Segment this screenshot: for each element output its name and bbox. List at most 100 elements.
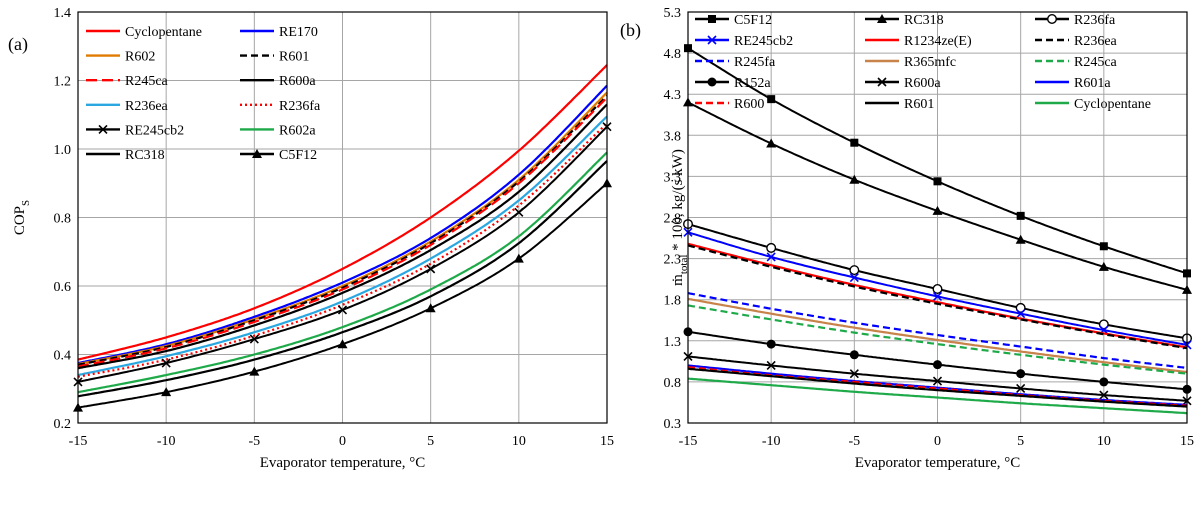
- y-tick-label: 4.3: [664, 88, 682, 103]
- legend-label-r601: R601: [904, 97, 934, 112]
- series-line-r236ea: [77, 115, 608, 377]
- legend-entry-re170: RE170: [240, 25, 318, 40]
- series-line-r245fa: [687, 292, 1188, 369]
- data-point-c5f12: [337, 339, 348, 349]
- data-point-rc318: [1015, 234, 1026, 244]
- legend-entry-r602: R602: [86, 50, 155, 65]
- legend-label-r236ea: R236ea: [125, 99, 169, 114]
- series-line-r601a: [687, 364, 1187, 406]
- y-tick-label: 1.0: [54, 143, 72, 158]
- series-re245cb2: [73, 122, 612, 387]
- legend-entry-r601a: R601a: [1035, 76, 1111, 91]
- legend-label-r152a: R152a: [734, 76, 771, 91]
- legend-entry-r601: R601: [865, 97, 934, 112]
- y-tick-label: 1.8: [664, 294, 682, 309]
- series-line-cyclopentane: [687, 377, 1187, 415]
- legend: Cyclopentane RE170 R602 R601 R245ca R600a R236…: [86, 25, 321, 163]
- legend-label-cyclopentane: Cyclopentane: [1074, 97, 1151, 112]
- x-axis-label: Evaporator temperature, °C: [260, 455, 426, 471]
- y-axis-label-main: ṁ: [670, 274, 686, 286]
- x-tick-label: 15: [1180, 434, 1194, 449]
- series-r602a: [77, 151, 608, 394]
- series-rc318: [77, 160, 608, 398]
- legend-marker-r600a: [877, 77, 887, 87]
- legend-label-c5f12: C5F12: [734, 13, 772, 28]
- series-cyclopentane: [687, 377, 1187, 415]
- legend-entry-r602a: R602a: [240, 123, 316, 138]
- legend-entry-c5f12: C5F12: [240, 148, 317, 163]
- y-axis-label-rest: * 100, kg/(s kW): [670, 149, 686, 254]
- series-r601a: [687, 364, 1187, 406]
- legend-entry-r236fa: R236fa: [240, 99, 321, 114]
- y-tick-label: 0.3: [664, 417, 682, 432]
- x-tick-label: 0: [934, 434, 941, 449]
- series-r601: [77, 95, 608, 366]
- x-tick-label: 5: [427, 434, 434, 449]
- panel-b: -15 -10 -5 0 5 10 15 0.3 0.8 1.3 1.8 2.3 2.8 3.3 3.8 4.…: [620, 6, 1194, 471]
- legend-entry-r600a: R600a: [865, 76, 941, 91]
- legend-label-r600a: R600a: [279, 74, 316, 89]
- series-re170: [77, 84, 608, 365]
- data-point-c5f12: [933, 177, 942, 186]
- legend-marker-re245cb2: [98, 124, 108, 134]
- legend-entry-r600: R600: [695, 97, 764, 112]
- y-tick-label: 0.4: [54, 349, 72, 364]
- series-line-re170: [77, 84, 608, 365]
- y-tick-label: 3.8: [664, 129, 682, 144]
- data-point-r152a: [933, 360, 942, 370]
- data-point-r236fa: [932, 284, 943, 295]
- y-tick-label: 0.8: [54, 212, 72, 227]
- data-point-re245cb2: [1016, 309, 1026, 319]
- series-r236ea: [77, 115, 608, 377]
- data-point-re245cb2: [249, 334, 259, 344]
- legend-marker-c5f12: [708, 15, 716, 23]
- data-point-r236fa: [1098, 319, 1109, 330]
- y-axis-label-main: COP: [12, 206, 28, 235]
- legend-label-re170: RE170: [279, 25, 318, 40]
- legend-entry-r152a: R152a: [695, 76, 771, 91]
- data-point-r600a: [849, 369, 859, 379]
- series-line-r1234ze-e: [687, 242, 1188, 349]
- panel-label: (b): [620, 20, 641, 41]
- legend-label-r236ea: R236ea: [1074, 34, 1118, 49]
- legend-entry-cyclopentane: Cyclopentane: [1035, 97, 1151, 112]
- legend-marker-r152a: [707, 77, 717, 87]
- legend-label-r245ca: R245ca: [1074, 55, 1118, 70]
- series-line-r365mfc: [687, 297, 1188, 374]
- series-line-r602a: [77, 151, 608, 394]
- legend-entry-r1234ze-e: R1234ze(E): [865, 34, 972, 49]
- series-r601: [687, 367, 1188, 408]
- series-line-r601: [77, 95, 608, 366]
- x-tick-label: -15: [679, 434, 698, 449]
- data-point-c5f12: [1016, 211, 1025, 220]
- y-tick-label: 4.8: [664, 47, 682, 62]
- legend-label-r602a: R602a: [279, 123, 316, 138]
- x-tick-label: 10: [512, 434, 526, 449]
- x-axis-label: Evaporator temperature, °C: [855, 455, 1021, 471]
- data-point-re245cb2: [337, 305, 348, 315]
- data-point-r600a: [932, 376, 943, 386]
- legend-label-r600a: R600a: [904, 76, 941, 91]
- series-line-rc318: [77, 160, 608, 398]
- legend-label-r236fa: R236fa: [279, 99, 321, 114]
- data-point-r600a: [1099, 390, 1109, 400]
- legend-label-r1234ze-e: R1234ze(E): [904, 34, 972, 49]
- x-tick-label: -10: [157, 434, 176, 449]
- data-point-rc318: [1098, 261, 1109, 271]
- legend-entry-r245ca: R245ca: [86, 74, 169, 89]
- legend-entry-r245fa: R245fa: [695, 55, 776, 70]
- x-tick-label: -10: [762, 434, 781, 449]
- data-point-r600a: [766, 360, 776, 371]
- legend-label-r365mfc: R365mfc: [904, 55, 956, 70]
- data-point-c5f12: [850, 138, 859, 147]
- legend: C5F12 RC318 R236fa RE245cb2 R1234ze(E) R236ea…: [695, 13, 1151, 112]
- plot-frame: [687, 11, 1188, 424]
- series-group: [683, 44, 1192, 415]
- legend-entry-re245cb2: RE245cb2: [86, 123, 184, 138]
- panel-a: -15 -10 -5 0 5 10 15 0.2 0.4 0.6 0.8 1.0 1.2 1.4 Evapo…: [8, 6, 614, 471]
- data-point-c5f12: [513, 253, 524, 263]
- legend-marker-rc318: [877, 14, 887, 23]
- series-r236ea: [687, 244, 1188, 350]
- legend-label-re245cb2: RE245cb2: [125, 123, 184, 138]
